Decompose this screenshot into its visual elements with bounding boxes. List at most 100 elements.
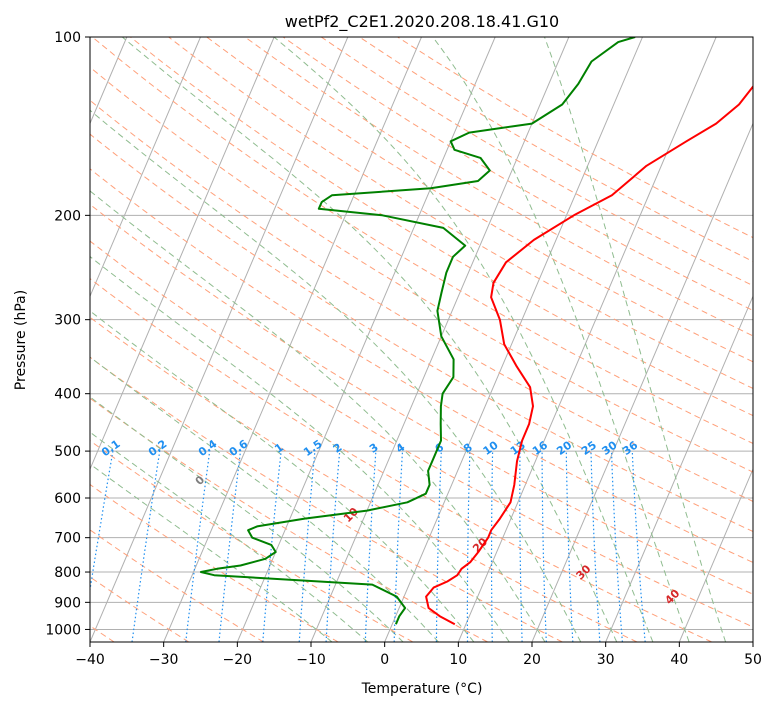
moist-adiabat-line [90, 109, 582, 642]
moist-adiabat-line [121, 37, 618, 642]
isotherm-line [457, 37, 717, 642]
x-tick-label: −40 [75, 652, 105, 668]
dry-adiabat-line [90, 529, 264, 642]
moist-adiabat-label: 0 [193, 473, 208, 488]
dry-adiabat-line [359, 37, 753, 263]
dewpoint-profile [199, 37, 636, 625]
mixing-ratio-line [565, 451, 574, 642]
moist-adiabat-line [90, 190, 546, 642]
x-axis-label: Temperature (°C) [361, 681, 483, 697]
dry-adiabat-line [90, 397, 488, 642]
dry-adiabat-line [90, 99, 753, 502]
y-tick-label: 900 [54, 595, 81, 611]
moist-adiabat-line [544, 37, 727, 642]
mixing-ratio-label: 30 [599, 438, 619, 458]
mixing-ratio-line [519, 451, 523, 642]
mixing-ratio-line [298, 451, 316, 642]
y-tick-label: 1000 [45, 622, 81, 638]
mixing-ratio-label: 0.6 [227, 437, 251, 459]
dry-adiabat-line [244, 37, 753, 337]
isotherm-line [90, 37, 349, 642]
grid-layer [90, 37, 753, 642]
dry-adiabat-line [90, 356, 563, 642]
mixing-ratio-label: 36 [620, 438, 640, 458]
series-layer [199, 37, 753, 626]
y-tick-label: 400 [54, 387, 81, 403]
moist-adiabat-label: 40 [662, 587, 682, 607]
moist-adiabat-line [90, 396, 404, 642]
y-tick-label: 200 [54, 208, 81, 224]
mixing-ratio-line [218, 451, 242, 642]
isotherm-line [752, 640, 753, 642]
mixing-ratio-line [185, 451, 211, 642]
mixing-ratio-line [262, 451, 282, 642]
mixing-ratio-label: 8 [461, 441, 475, 456]
x-tick-label: 50 [744, 652, 762, 668]
x-tick-label: 10 [449, 652, 467, 668]
moist-adiabat-line [273, 37, 654, 642]
dry-adiabat-line [168, 37, 753, 389]
y-axis-label: Pressure (hPa) [13, 290, 29, 390]
moist-adiabat-label: 30 [574, 562, 594, 582]
dry-adiabat-line [206, 37, 753, 363]
mixing-ratio-label: 16 [530, 438, 550, 458]
dry-adiabat-line [90, 168, 753, 563]
axis-layer: −40 −30 −20 −10 0 10 20 30 40 5010020030040050060… [45, 30, 762, 668]
mixing-ratio-label: 3 [367, 441, 381, 456]
mixing-ratio-label: 0.4 [196, 437, 220, 459]
isotherm-line [90, 37, 201, 298]
x-tick-label: 40 [670, 652, 688, 668]
dry-adiabat-line [282, 37, 753, 312]
moist-adiabat-line [90, 463, 333, 642]
mixing-ratio-line [490, 451, 494, 642]
temperature-profile [425, 84, 753, 626]
mixing-ratio-label: 2 [331, 441, 345, 456]
moist-adiabat-label: 10 [341, 505, 361, 525]
x-tick-label: −10 [296, 652, 326, 668]
mixing-ratio-label: 10 [481, 438, 501, 458]
isotherm-line [384, 37, 643, 642]
x-tick-label: 30 [597, 652, 615, 668]
isotherm-line [678, 467, 753, 642]
mixing-ratio-line [131, 451, 161, 642]
moist-adiabat-line [90, 310, 475, 642]
dry-adiabat-line [90, 240, 753, 628]
x-tick-label: 0 [380, 652, 389, 668]
dry-adiabat-line [91, 37, 753, 445]
dry-adiabat-line [90, 133, 753, 533]
mixing-ratio-line [364, 451, 377, 642]
moist-adiabat-line [90, 356, 439, 642]
isotherm-line [236, 37, 496, 642]
y-tick-label: 100 [54, 30, 81, 46]
dry-adiabat-line [90, 316, 638, 642]
dry-adiabat-line [90, 483, 339, 642]
dry-adiabat-line [90, 203, 753, 595]
x-tick-label: −20 [223, 652, 253, 668]
x-tick-label: −30 [149, 652, 179, 668]
dry-adiabat-line [90, 278, 712, 642]
mixing-ratio-label: 4 [394, 441, 408, 456]
y-tick-label: 800 [54, 565, 81, 581]
moist-adiabat-line [90, 431, 369, 642]
isotherm-line [531, 122, 753, 642]
moist-adiabat-line [90, 255, 510, 642]
y-tick-label: 600 [54, 491, 81, 507]
chart-title: wetPf2_C2E1.2020.208.18.41.G10 [285, 12, 559, 32]
mixing-ratio-label: 20 [554, 438, 574, 458]
y-tick-label: 700 [54, 531, 81, 547]
mixing-ratio-line [631, 451, 646, 642]
line-labels-layer: 0.1 0.2 0.4 0.6 1 1.5 2 3 4 6 8 10 13 16 20 25 30 3601020… [99, 437, 682, 607]
y-tick-label: 500 [54, 444, 81, 460]
isotherm-line [90, 37, 275, 471]
mixing-ratio-label: 1.5 [301, 437, 324, 459]
mixing-ratio-label: 1 [272, 441, 286, 456]
mixing-ratio-line [590, 451, 601, 642]
mixing-ratio-line [90, 450, 114, 594]
mixing-ratio-line [610, 451, 623, 642]
moist-adiabat-line [432, 37, 690, 642]
x-tick-label: 20 [523, 652, 541, 668]
dry-adiabat-line [90, 440, 414, 642]
y-tick-label: 300 [54, 313, 81, 329]
plot-frame [89, 36, 754, 643]
